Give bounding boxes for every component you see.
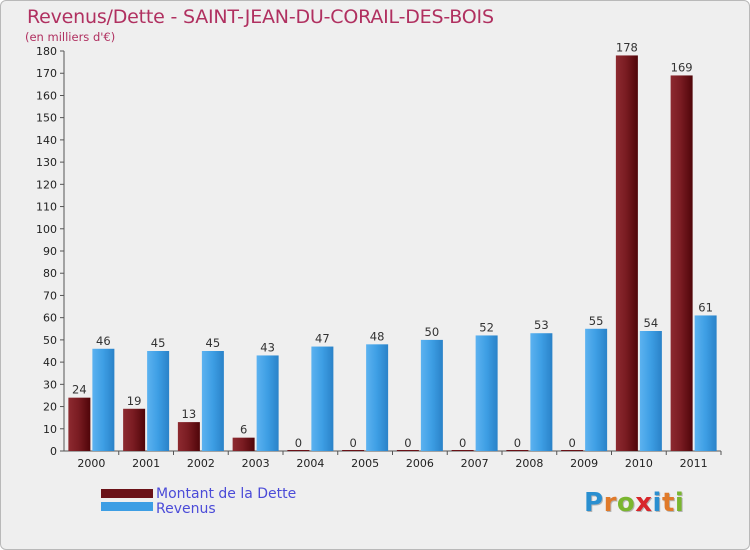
data-label-revenus: 61 — [698, 300, 713, 314]
bar-revenus — [639, 331, 662, 451]
x-tick-label: 2009 — [570, 457, 598, 470]
data-label-dette: 13 — [182, 407, 197, 421]
x-tick-label: 2010 — [625, 457, 653, 470]
data-label-revenus: 45 — [206, 336, 221, 350]
y-tick-label: 40 — [43, 356, 57, 369]
legend-label-debt: Montant de la Dette — [156, 486, 297, 502]
data-label-dette: 0 — [568, 436, 575, 450]
data-label-dette: 169 — [671, 60, 693, 74]
bar-dette — [615, 55, 638, 451]
y-tick-label: 120 — [36, 178, 57, 191]
y-tick-label: 170 — [36, 67, 57, 80]
bars — [68, 55, 717, 452]
legend-swatch-revenus — [101, 502, 153, 511]
bar-revenus — [256, 355, 279, 451]
x-tick-label: 2005 — [351, 457, 379, 470]
data-label-dette: 0 — [404, 436, 411, 450]
y-tick-label: 80 — [43, 267, 57, 280]
y-tick-label: 60 — [43, 312, 57, 325]
bar-revenus — [694, 315, 717, 451]
brand-letter: i — [652, 488, 662, 518]
x-tick-label: 2006 — [406, 457, 434, 470]
brand-letter: o — [616, 488, 636, 518]
data-label-dette: 178 — [616, 40, 638, 54]
data-label-revenus: 50 — [425, 325, 440, 339]
bar-revenus — [366, 344, 389, 451]
brand-letter: P — [584, 488, 604, 518]
chart-title: Revenus/Dette - SAINT-JEAN-DU-CORAIL-DES… — [27, 6, 494, 28]
data-label-revenus: 43 — [260, 340, 275, 354]
legend-swatch-debt — [101, 489, 153, 498]
y-tick-label: 70 — [43, 289, 57, 302]
x-tick-label: 2000 — [77, 457, 105, 470]
brand-letter: i — [674, 488, 685, 518]
data-label-dette: 6 — [240, 423, 247, 437]
y-tick-label: 130 — [36, 156, 57, 169]
brand-letter: x — [635, 488, 653, 518]
data-label-revenus: 53 — [534, 318, 549, 332]
x-tick-label: 2003 — [242, 457, 270, 470]
brand-logo: Proxiti — [584, 488, 684, 518]
bar-revenus — [475, 335, 498, 451]
bar-revenus — [92, 348, 115, 451]
y-tick-label: 30 — [43, 378, 57, 391]
data-label-revenus: 54 — [644, 316, 659, 330]
bar-dette — [232, 437, 255, 451]
axes: 0102030405060708090100110120130140150160… — [36, 45, 722, 470]
y-tick-label: 180 — [36, 45, 57, 58]
y-tick-label: 0 — [50, 445, 57, 458]
data-label-dette: 0 — [514, 436, 521, 450]
y-tick-label: 10 — [43, 423, 57, 436]
bar-dette — [177, 422, 200, 451]
y-tick-label: 150 — [36, 112, 57, 125]
x-tick-label: 2002 — [187, 457, 215, 470]
data-label-dette: 0 — [459, 436, 466, 450]
data-label-revenus: 55 — [589, 314, 604, 328]
data-label-dette: 0 — [349, 436, 356, 450]
bar-revenus — [201, 351, 224, 451]
bar-dette — [123, 408, 146, 451]
x-tick-label: 2001 — [132, 457, 160, 470]
x-tick-label: 2011 — [680, 457, 708, 470]
y-tick-label: 110 — [36, 201, 57, 214]
y-tick-label: 90 — [43, 245, 57, 258]
data-label-revenus: 47 — [315, 332, 330, 346]
y-tick-label: 100 — [36, 223, 57, 236]
data-labels: 24 46 19 45 13 45 6 43 0 47 0 48 0 50 0 52 0 53 0 55 178 54 16… — [72, 40, 713, 450]
y-tick-label: 160 — [36, 89, 57, 102]
brand-letter: t — [661, 488, 675, 518]
bar-revenus — [420, 339, 443, 451]
data-label-revenus: 45 — [151, 336, 166, 350]
bar-dette — [68, 397, 91, 451]
bar-revenus — [530, 333, 553, 451]
data-label-dette: 0 — [295, 436, 302, 450]
data-label-dette: 24 — [72, 383, 87, 397]
y-tick-label: 20 — [43, 401, 57, 414]
bar-revenus — [585, 328, 608, 451]
y-tick-label: 50 — [43, 334, 57, 347]
bar-revenus — [311, 346, 334, 451]
x-tick-label: 2008 — [515, 457, 543, 470]
data-label-revenus: 46 — [96, 334, 111, 348]
x-tick-label: 2004 — [296, 457, 324, 470]
x-tick-label: 2007 — [461, 457, 489, 470]
data-label-revenus: 52 — [479, 320, 494, 334]
bar-dette — [670, 75, 693, 451]
chart-subtitle: (en milliers d'€) — [25, 30, 116, 44]
legend-label-revenus: Revenus — [156, 501, 216, 517]
data-label-revenus: 48 — [370, 329, 385, 343]
bar-revenus — [147, 351, 170, 451]
data-label-dette: 19 — [127, 394, 142, 408]
y-tick-label: 140 — [36, 134, 57, 147]
brand-letter: r — [603, 488, 617, 518]
